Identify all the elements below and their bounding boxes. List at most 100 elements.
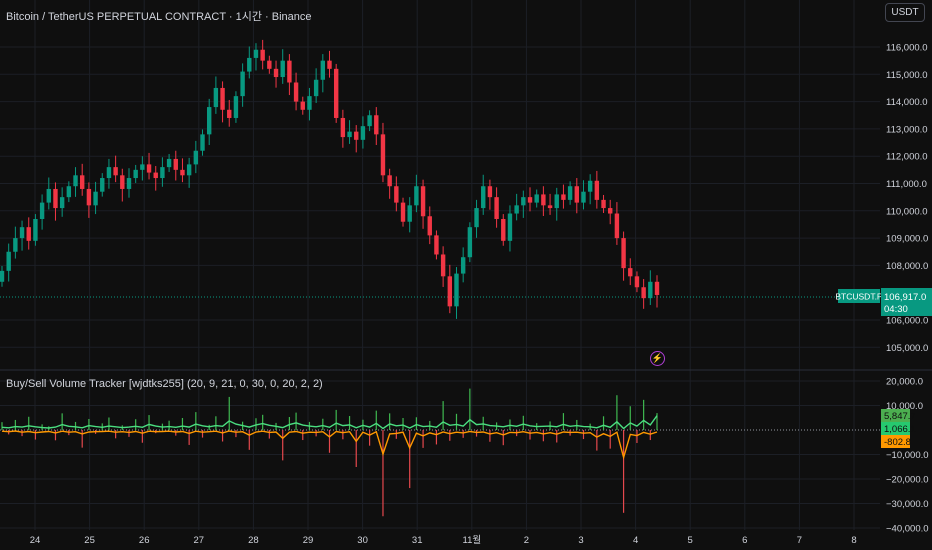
indicator-badges: 5,847.7 1,066.1 -802.8 <box>881 409 916 448</box>
price-tick-label: 113,000.0 <box>886 124 928 135</box>
price-axis[interactable]: 116,000.0 115,000.0 114,000.0 113,000.0 112,… <box>886 43 928 354</box>
candle <box>561 184 566 209</box>
candle <box>80 163 85 196</box>
candle <box>200 129 205 156</box>
sell-total-badge <box>881 435 910 448</box>
time-tick-label: 24 <box>30 535 41 546</box>
candle <box>641 279 646 309</box>
candle <box>166 154 172 173</box>
candle <box>467 222 473 263</box>
candle <box>300 96 305 115</box>
candle <box>494 187 499 228</box>
symbol-price-label: BTCUSDT.P 106,917.0 04:30 <box>835 288 932 316</box>
candle <box>19 220 25 251</box>
symbol-label: BTCUSDT.P <box>835 292 883 302</box>
chart-title[interactable]: Bitcoin / TetherUS PERPETUAL CONTRACT · … <box>6 11 312 23</box>
price-tick-label: 111,000.0 <box>886 179 927 190</box>
candle <box>554 187 559 221</box>
candle <box>481 174 486 215</box>
indicator-title[interactable]: Buy/Sell Volume Tracker [wjdtks255] (20,… <box>6 378 323 390</box>
volume-bars-series <box>1 388 658 517</box>
candle <box>354 125 359 153</box>
candle <box>394 176 399 212</box>
time-tick-label: 29 <box>303 535 314 546</box>
candle <box>628 258 633 286</box>
candle <box>474 199 479 238</box>
sell-volume-line <box>1 430 658 461</box>
candle <box>260 39 265 70</box>
candle <box>327 50 332 78</box>
candle <box>106 158 112 189</box>
candle <box>267 55 272 74</box>
candle <box>501 214 506 246</box>
bolt-icon[interactable]: ⚡ <box>650 351 665 366</box>
indicator-tick-label: 20,000.0 <box>886 377 923 388</box>
candle <box>648 270 653 305</box>
candle <box>427 206 432 245</box>
time-tick-label: 8 <box>851 535 856 546</box>
candle <box>53 182 58 221</box>
time-tick-label: 26 <box>139 535 150 546</box>
candle <box>220 81 225 123</box>
candle <box>307 87 312 121</box>
candle <box>287 54 292 96</box>
candle <box>100 173 105 197</box>
candle <box>13 226 18 259</box>
candle <box>213 76 219 114</box>
candle <box>6 243 11 282</box>
time-tick-label: 6 <box>742 535 747 546</box>
candle <box>206 98 212 146</box>
candle <box>634 271 640 293</box>
net-value: 1,066.1 <box>884 424 916 435</box>
candle <box>367 110 372 132</box>
candle <box>59 187 65 217</box>
indicator-tick-label: −20,000.0 <box>886 475 929 486</box>
currency-button[interactable]: USDT <box>885 3 925 22</box>
candle <box>153 166 158 191</box>
time-tick-label: 27 <box>194 535 205 546</box>
candle <box>400 197 406 227</box>
candle <box>280 49 285 84</box>
candle <box>247 46 252 79</box>
price-tick-label: 108,000.0 <box>886 261 928 272</box>
candle <box>273 60 279 88</box>
time-tick-label: 11월 <box>462 534 481 546</box>
price-tick-label: 112,000.0 <box>886 152 928 163</box>
candle <box>320 54 326 93</box>
price-tick-label: 114,000.0 <box>886 97 928 108</box>
last-price-value: 106,917.0 <box>884 292 926 303</box>
candle <box>33 214 38 246</box>
candle <box>113 155 118 183</box>
candle <box>447 264 453 314</box>
candle <box>26 217 31 250</box>
candle <box>0 265 5 287</box>
candle <box>233 91 239 123</box>
price-tick-label: 116,000.0 <box>886 43 928 54</box>
candle <box>186 157 192 188</box>
candle <box>534 189 539 208</box>
time-axis[interactable]: 24 25 26 27 28 29 30 31 11월 2 3 4 5 6 7 8 <box>30 534 857 546</box>
countdown-timer: 04:30 <box>884 304 908 315</box>
time-tick-label: 3 <box>578 535 583 546</box>
time-tick-label: 25 <box>84 535 95 546</box>
candle <box>614 202 620 245</box>
net-badge <box>881 422 910 435</box>
candle <box>120 168 125 202</box>
candle <box>340 109 346 148</box>
candle <box>654 275 660 308</box>
buy-total-value: 5,847.7 <box>884 411 916 422</box>
candle <box>487 179 493 210</box>
time-tick-label: 28 <box>248 535 259 546</box>
last-price-badge <box>881 288 932 316</box>
grid-lines <box>0 0 880 530</box>
candle <box>347 120 352 144</box>
candle <box>73 167 78 197</box>
buy-volume-line <box>1 415 658 430</box>
candle <box>407 197 412 233</box>
time-tick-label: 2 <box>524 535 529 546</box>
indicator-axis[interactable]: 20,000.0 10,000.0 −10,000.0 −20,000.0 −30,00… <box>886 377 929 535</box>
candle <box>39 194 45 230</box>
price-tick-label: 109,000.0 <box>886 234 928 245</box>
candle <box>66 181 72 203</box>
